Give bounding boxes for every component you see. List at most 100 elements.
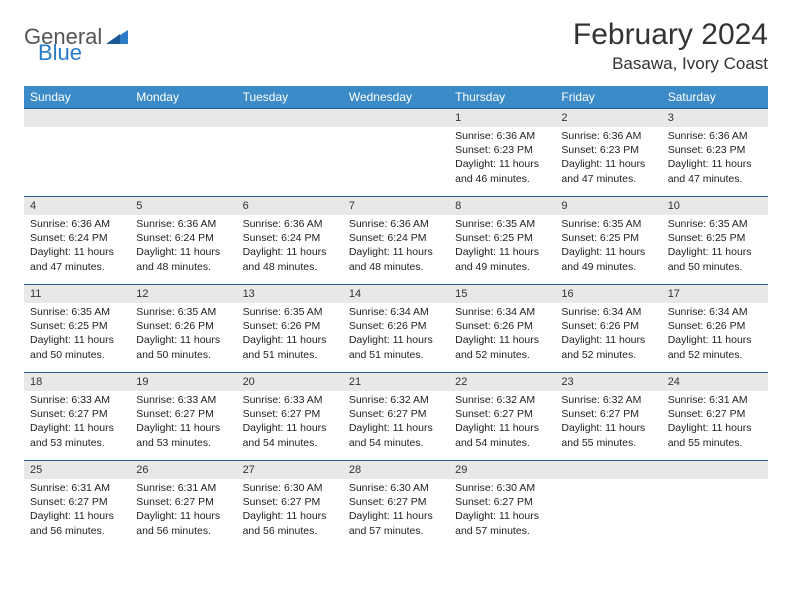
- calendar-day-cell: 28Sunrise: 6:30 AMSunset: 6:27 PMDayligh…: [343, 461, 449, 549]
- sunset-text: Sunset: 6:23 PM: [561, 143, 655, 157]
- daylight-text: Daylight: 11 hours and 49 minutes.: [455, 245, 549, 273]
- sunset-text: Sunset: 6:27 PM: [243, 407, 337, 421]
- calendar-day-cell: 11Sunrise: 6:35 AMSunset: 6:25 PMDayligh…: [24, 285, 130, 373]
- sunrise-text: Sunrise: 6:35 AM: [30, 305, 124, 319]
- sunrise-text: Sunrise: 6:35 AM: [243, 305, 337, 319]
- calendar-day-cell: 7Sunrise: 6:36 AMSunset: 6:24 PMDaylight…: [343, 197, 449, 285]
- day-details: Sunrise: 6:32 AMSunset: 6:27 PMDaylight:…: [555, 391, 661, 454]
- calendar-day-cell: 20Sunrise: 6:33 AMSunset: 6:27 PMDayligh…: [237, 373, 343, 461]
- sunset-text: Sunset: 6:23 PM: [455, 143, 549, 157]
- sunset-text: Sunset: 6:26 PM: [561, 319, 655, 333]
- sunset-text: Sunset: 6:24 PM: [30, 231, 124, 245]
- day-number: 29: [449, 461, 555, 479]
- daylight-text: Daylight: 11 hours and 52 minutes.: [455, 333, 549, 361]
- sunrise-text: Sunrise: 6:34 AM: [349, 305, 443, 319]
- day-number-bar: [343, 109, 449, 127]
- calendar-day-cell: 24Sunrise: 6:31 AMSunset: 6:27 PMDayligh…: [662, 373, 768, 461]
- sunrise-text: Sunrise: 6:34 AM: [561, 305, 655, 319]
- sunrise-text: Sunrise: 6:33 AM: [30, 393, 124, 407]
- day-details: Sunrise: 6:34 AMSunset: 6:26 PMDaylight:…: [343, 303, 449, 366]
- sunrise-text: Sunrise: 6:30 AM: [243, 481, 337, 495]
- calendar-day-cell: 15Sunrise: 6:34 AMSunset: 6:26 PMDayligh…: [449, 285, 555, 373]
- logo-triangle-icon: [106, 26, 128, 49]
- daylight-text: Daylight: 11 hours and 50 minutes.: [136, 333, 230, 361]
- day-number: 27: [237, 461, 343, 479]
- calendar-table: Sunday Monday Tuesday Wednesday Thursday…: [24, 86, 768, 549]
- sunset-text: Sunset: 6:27 PM: [668, 407, 762, 421]
- daylight-text: Daylight: 11 hours and 47 minutes.: [561, 157, 655, 185]
- calendar-day-cell: [555, 461, 661, 549]
- day-details: Sunrise: 6:32 AMSunset: 6:27 PMDaylight:…: [449, 391, 555, 454]
- weekday-header: Thursday: [449, 86, 555, 109]
- daylight-text: Daylight: 11 hours and 48 minutes.: [136, 245, 230, 273]
- sunrise-text: Sunrise: 6:30 AM: [455, 481, 549, 495]
- sunset-text: Sunset: 6:27 PM: [136, 495, 230, 509]
- daylight-text: Daylight: 11 hours and 47 minutes.: [30, 245, 124, 273]
- day-details: Sunrise: 6:35 AMSunset: 6:26 PMDaylight:…: [237, 303, 343, 366]
- calendar-day-cell: 10Sunrise: 6:35 AMSunset: 6:25 PMDayligh…: [662, 197, 768, 285]
- calendar-day-cell: 19Sunrise: 6:33 AMSunset: 6:27 PMDayligh…: [130, 373, 236, 461]
- day-details: Sunrise: 6:36 AMSunset: 6:24 PMDaylight:…: [343, 215, 449, 278]
- day-details: Sunrise: 6:35 AMSunset: 6:25 PMDaylight:…: [24, 303, 130, 366]
- sunset-text: Sunset: 6:27 PM: [136, 407, 230, 421]
- day-number: 21: [343, 373, 449, 391]
- calendar-day-cell: [24, 109, 130, 197]
- day-details: Sunrise: 6:33 AMSunset: 6:27 PMDaylight:…: [237, 391, 343, 454]
- weekday-header-row: Sunday Monday Tuesday Wednesday Thursday…: [24, 86, 768, 109]
- day-details: Sunrise: 6:33 AMSunset: 6:27 PMDaylight:…: [24, 391, 130, 454]
- calendar-day-cell: [662, 461, 768, 549]
- day-number-bar: [555, 461, 661, 479]
- sunset-text: Sunset: 6:25 PM: [30, 319, 124, 333]
- daylight-text: Daylight: 11 hours and 50 minutes.: [30, 333, 124, 361]
- daylight-text: Daylight: 11 hours and 54 minutes.: [243, 421, 337, 449]
- sunset-text: Sunset: 6:27 PM: [561, 407, 655, 421]
- day-details: Sunrise: 6:36 AMSunset: 6:23 PMDaylight:…: [555, 127, 661, 190]
- day-number: 22: [449, 373, 555, 391]
- sunrise-text: Sunrise: 6:32 AM: [455, 393, 549, 407]
- day-number: 24: [662, 373, 768, 391]
- day-details: Sunrise: 6:35 AMSunset: 6:25 PMDaylight:…: [662, 215, 768, 278]
- location-text: Basawa, Ivory Coast: [573, 54, 768, 74]
- calendar-day-cell: 16Sunrise: 6:34 AMSunset: 6:26 PMDayligh…: [555, 285, 661, 373]
- day-details: Sunrise: 6:36 AMSunset: 6:24 PMDaylight:…: [130, 215, 236, 278]
- day-details: Sunrise: 6:30 AMSunset: 6:27 PMDaylight:…: [449, 479, 555, 542]
- logo-text-blue: Blue: [38, 40, 82, 65]
- daylight-text: Daylight: 11 hours and 54 minutes.: [455, 421, 549, 449]
- sunrise-text: Sunrise: 6:32 AM: [561, 393, 655, 407]
- sunset-text: Sunset: 6:26 PM: [349, 319, 443, 333]
- daylight-text: Daylight: 11 hours and 57 minutes.: [349, 509, 443, 537]
- sunrise-text: Sunrise: 6:34 AM: [668, 305, 762, 319]
- day-details: Sunrise: 6:36 AMSunset: 6:24 PMDaylight:…: [24, 215, 130, 278]
- daylight-text: Daylight: 11 hours and 46 minutes.: [455, 157, 549, 185]
- day-number: 13: [237, 285, 343, 303]
- sunrise-text: Sunrise: 6:31 AM: [30, 481, 124, 495]
- sunrise-text: Sunrise: 6:36 AM: [136, 217, 230, 231]
- weekday-header: Sunday: [24, 86, 130, 109]
- day-details: Sunrise: 6:32 AMSunset: 6:27 PMDaylight:…: [343, 391, 449, 454]
- weekday-header: Friday: [555, 86, 661, 109]
- sunset-text: Sunset: 6:24 PM: [243, 231, 337, 245]
- day-number: 28: [343, 461, 449, 479]
- daylight-text: Daylight: 11 hours and 51 minutes.: [349, 333, 443, 361]
- daylight-text: Daylight: 11 hours and 53 minutes.: [136, 421, 230, 449]
- day-details: Sunrise: 6:31 AMSunset: 6:27 PMDaylight:…: [662, 391, 768, 454]
- calendar-week-row: 25Sunrise: 6:31 AMSunset: 6:27 PMDayligh…: [24, 461, 768, 549]
- day-number: 17: [662, 285, 768, 303]
- sunrise-text: Sunrise: 6:36 AM: [668, 129, 762, 143]
- day-number: 18: [24, 373, 130, 391]
- daylight-text: Daylight: 11 hours and 56 minutes.: [136, 509, 230, 537]
- calendar-week-row: 18Sunrise: 6:33 AMSunset: 6:27 PMDayligh…: [24, 373, 768, 461]
- month-title: February 2024: [573, 18, 768, 52]
- calendar-day-cell: 8Sunrise: 6:35 AMSunset: 6:25 PMDaylight…: [449, 197, 555, 285]
- sunset-text: Sunset: 6:27 PM: [30, 407, 124, 421]
- day-details: Sunrise: 6:30 AMSunset: 6:27 PMDaylight:…: [237, 479, 343, 542]
- calendar-day-cell: 5Sunrise: 6:36 AMSunset: 6:24 PMDaylight…: [130, 197, 236, 285]
- calendar-day-cell: [237, 109, 343, 197]
- sunset-text: Sunset: 6:24 PM: [349, 231, 443, 245]
- day-number: 3: [662, 109, 768, 127]
- sunrise-text: Sunrise: 6:32 AM: [349, 393, 443, 407]
- calendar-day-cell: 23Sunrise: 6:32 AMSunset: 6:27 PMDayligh…: [555, 373, 661, 461]
- calendar-day-cell: [130, 109, 236, 197]
- weekday-header: Saturday: [662, 86, 768, 109]
- day-number: 12: [130, 285, 236, 303]
